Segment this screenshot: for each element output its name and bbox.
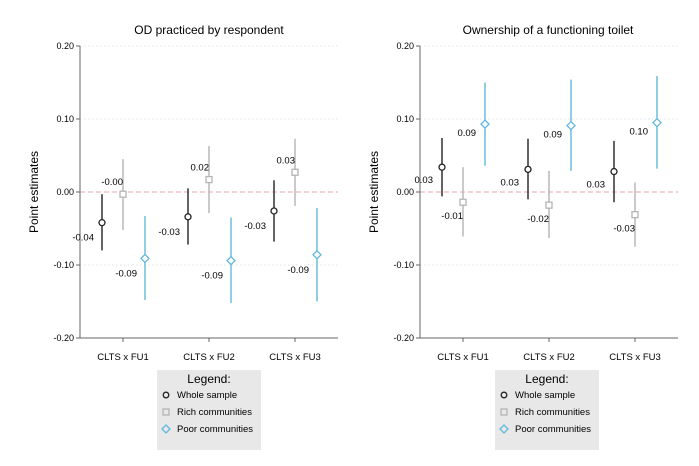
point-rich <box>291 168 299 176</box>
data-label-whole: -0.03 <box>158 227 180 238</box>
point-whole <box>438 163 446 171</box>
legend-item-whole: Whole sample <box>499 390 575 401</box>
x-tick-label: CLTS x FU3 <box>609 352 661 363</box>
data-label-whole: 0.03 <box>415 175 434 186</box>
legend-label: Poor communities <box>515 424 592 435</box>
y-tick-label: 0.10 <box>56 114 74 124</box>
y-tick-label: -0.10 <box>53 260 74 270</box>
legend-label: Poor communities <box>177 424 254 435</box>
data-label-whole: -0.03 <box>244 221 266 232</box>
legend: Legend: Whole sample Rich communities Po… <box>157 370 261 450</box>
data-label-poor: 0.09 <box>544 130 563 141</box>
point-poor <box>566 120 576 131</box>
point-whole <box>610 167 618 176</box>
x-tick-label: CLTS x FU1 <box>437 352 489 363</box>
point-whole <box>524 165 532 174</box>
legend-title: Legend: <box>187 372 231 386</box>
panel-2: Ownership of a functioning toilet Point e… <box>367 23 678 363</box>
point-rich <box>205 175 213 184</box>
legend-label: Rich communities <box>177 407 252 418</box>
legend-title: Legend: <box>525 372 569 386</box>
legend-item-poor: Poor communities <box>499 424 591 435</box>
diamond-marker-icon <box>161 424 171 435</box>
y-tick-label: 0.00 <box>396 187 414 197</box>
legend-label: Whole sample <box>177 390 238 401</box>
point-poor <box>312 249 322 260</box>
y-tick-label: 0.00 <box>56 187 74 197</box>
data-label-rich: -0.00 <box>101 177 123 188</box>
data-label-poor: 0.09 <box>458 128 477 139</box>
data-label-rich: 0.02 <box>191 163 210 174</box>
data-label-whole: -0.04 <box>72 233 94 244</box>
circle-marker-icon <box>500 392 508 399</box>
data-label-poor: -0.09 <box>115 268 137 279</box>
circle-marker-icon <box>162 392 170 399</box>
square-marker-icon <box>162 408 170 417</box>
y-tick-label: 0.10 <box>396 114 414 124</box>
y-axis-label: Point estimates <box>367 151 381 233</box>
legend-label: Whole sample <box>515 390 576 401</box>
legend: Legend: Whole sample Rich communities Po… <box>495 370 599 450</box>
point-poor <box>480 119 490 130</box>
legend-item-whole: Whole sample <box>161 390 237 401</box>
data-label-poor: -0.09 <box>287 265 309 276</box>
point-whole <box>270 207 278 215</box>
panel-1: OD practiced by respondent Point estimate… <box>27 23 338 363</box>
point-rich <box>545 201 553 209</box>
point-rich <box>459 198 467 206</box>
data-label-rich: -0.01 <box>441 211 463 222</box>
y-tick-label: -0.20 <box>393 333 414 343</box>
point-whole <box>98 219 106 227</box>
data-label-whole: 0.03 <box>587 180 606 191</box>
data-label-poor: -0.09 <box>201 271 223 282</box>
y-tick-label: 0.20 <box>56 41 74 51</box>
legend-item-poor: Poor communities <box>161 424 253 435</box>
y-tick-label: 0.20 <box>396 41 414 51</box>
data-label-rich: -0.02 <box>527 214 549 225</box>
square-marker-icon <box>500 408 508 417</box>
data-label-poor: 0.10 <box>630 127 649 138</box>
data-label-whole: 0.03 <box>501 177 520 188</box>
point-poor <box>140 253 150 264</box>
diamond-marker-icon <box>499 424 509 435</box>
x-tick-label: CLTS x FU2 <box>523 352 575 363</box>
point-poor <box>652 117 662 128</box>
legend-item-rich: Rich communities <box>499 407 590 418</box>
point-whole <box>184 213 192 221</box>
y-tick-label: -0.20 <box>53 333 74 343</box>
point-poor <box>226 255 236 266</box>
data-label-rich: 0.03 <box>277 155 296 166</box>
legend-item-rich: Rich communities <box>161 407 252 418</box>
panel-title: OD practiced by respondent <box>134 23 284 37</box>
panel-title: Ownership of a functioning toilet <box>463 23 634 37</box>
x-tick-label: CLTS x FU2 <box>183 352 235 363</box>
legend-label: Rich communities <box>515 407 590 418</box>
point-rich <box>119 190 127 198</box>
x-tick-label: CLTS x FU3 <box>269 352 321 363</box>
point-rich <box>631 210 639 219</box>
y-axis-label: Point estimates <box>27 151 41 233</box>
y-tick-label: -0.10 <box>393 260 414 270</box>
data-label-rich: -0.03 <box>613 224 635 235</box>
x-tick-label: CLTS x FU1 <box>97 352 149 363</box>
